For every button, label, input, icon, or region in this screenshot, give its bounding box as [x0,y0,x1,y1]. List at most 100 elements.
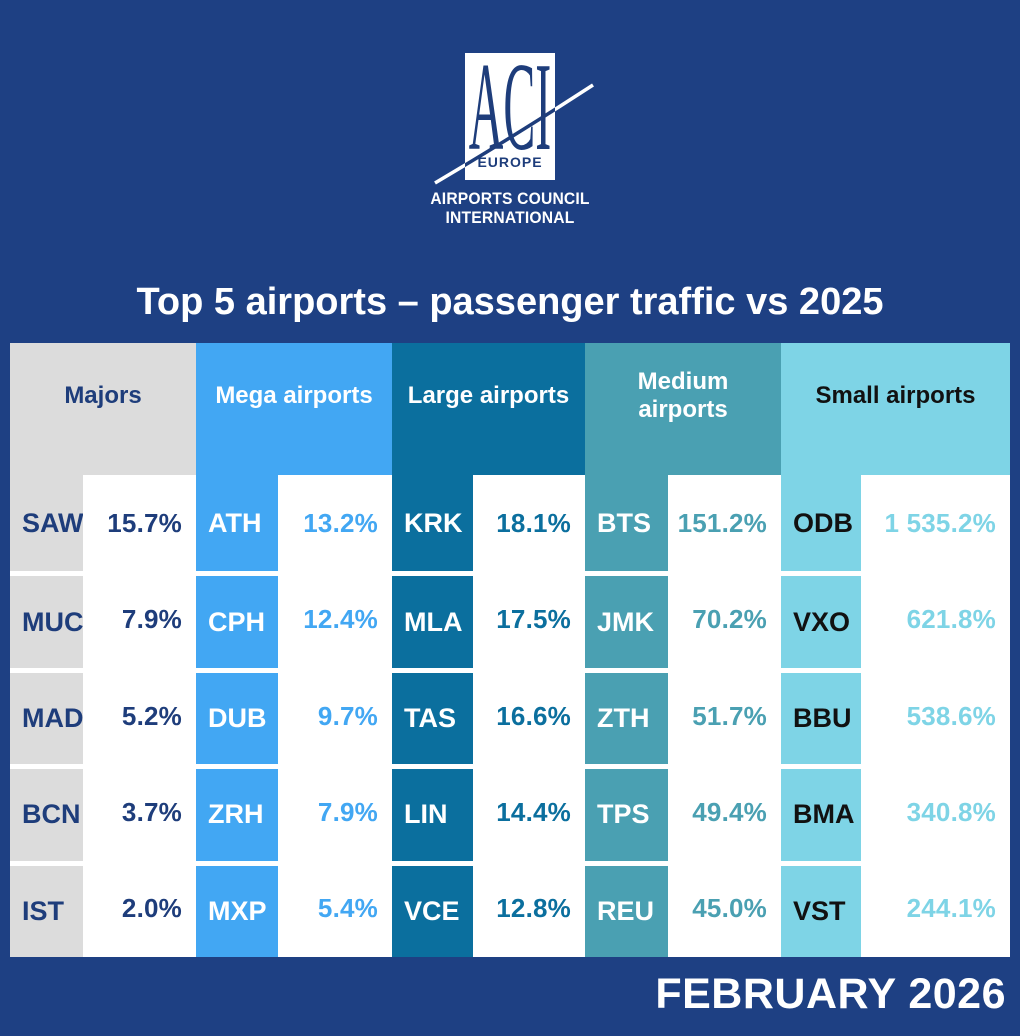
table-row: CPH 12.4% [196,571,392,668]
group-rows: ODB 1 535.2% VXO 621.8% BBU 538.6% BMA 340.8… [781,475,1010,958]
group-small-airports: Small airports ODB 1 535.2% VXO 621.8% BBU… [781,343,1010,958]
table-row: ZRH 7.9% [196,764,392,861]
table-row: IST 2.0% [10,860,196,958]
traffic-value: 151.2% [668,475,781,572]
traffic-value: 621.8% [861,571,1010,668]
group-majors: Majors SAW 15.7% MUC 7.9% MAD 5.2% BCN 3.7% … [10,343,196,958]
airport-code: JMK [585,571,669,668]
column-header-medium: Medium airports [585,343,781,475]
traffic-value: 5.2% [83,667,196,765]
traffic-value: 15.7% [83,475,196,572]
table-row: MLA 17.5% [392,571,585,668]
table-row: SAW 15.7% [10,475,196,572]
aci-europe-logo: ACI EUROPE AIRPORTS COUNCIL INTERNATIONA… [0,45,1020,227]
airport-code: CPH [196,571,279,668]
airport-code: KRK [392,475,474,572]
airport-code: MAD [10,667,84,765]
table-row: BBU 538.6% [781,667,1010,765]
traffic-value: 49.4% [668,764,781,861]
traffic-value: 13.2% [278,475,392,572]
traffic-value: 51.7% [668,667,781,765]
column-header-label: Majors [64,382,142,410]
airport-code: MLA [392,571,474,668]
table-row: TPS 49.4% [585,764,781,861]
traffic-value: 244.1% [861,860,1010,958]
airport-code: ATH [196,475,279,572]
aci-logo-icon: ACI EUROPE [434,45,594,185]
airport-code: MXP [196,860,279,958]
table-row: VXO 621.8% [781,571,1010,668]
airport-code: REU [585,860,669,958]
table-row: BMA 340.8% [781,764,1010,861]
table-row: ZTH 51.7% [585,667,781,765]
table-row: KRK 18.1% [392,475,585,572]
group-rows: BTS 151.2% JMK 70.2% ZTH 51.7% TPS 49.4% REU… [585,475,781,958]
airport-code: SAW [10,475,84,572]
group-rows: SAW 15.7% MUC 7.9% MAD 5.2% BCN 3.7% IST 2.0% [10,475,196,958]
table-row: ODB 1 535.2% [781,475,1010,572]
airport-code: DUB [196,667,279,765]
group-mega-airports: Mega airports ATH 13.2% CPH 12.4% DUB 9.7% … [196,343,392,958]
airport-code: TAS [392,667,474,765]
traffic-value: 2.0% [83,860,196,958]
airport-code: ZTH [585,667,669,765]
airport-code: ZRH [196,764,279,861]
group-rows: KRK 18.1% MLA 17.5% TAS 16.6% LIN 14.4% VCE 1… [392,475,585,958]
traffic-value: 17.5% [473,571,585,668]
column-header-label: Mega airports [215,382,373,410]
column-header-label: Large airports [407,382,570,410]
airport-code: BMA [781,764,862,861]
table-row: MXP 5.4% [196,860,392,958]
traffic-value: 70.2% [668,571,781,668]
traffic-value: 45.0% [668,860,781,958]
period-label: FEBRUARY 2026 [655,970,1006,1018]
traffic-value: 7.9% [278,764,392,861]
airport-code: LIN [392,764,474,861]
table-row: DUB 9.7% [196,667,392,765]
airport-code: IST [10,860,84,958]
table-row: REU 45.0% [585,860,781,958]
logo-org-name: AIRPORTS COUNCIL INTERNATIONAL [41,189,979,227]
traffic-value: 340.8% [861,764,1010,861]
airport-code: ODB [781,475,862,572]
logo-org-line2: INTERNATIONAL [445,208,575,228]
airport-code: BTS [585,475,669,572]
table-row: BTS 151.2% [585,475,781,572]
page-title: Top 5 airports – passenger traffic vs 20… [136,281,884,323]
group-rows: ATH 13.2% CPH 12.4% DUB 9.7% ZRH 7.9% MXP 5.4… [196,475,392,958]
group-medium-airports: Medium airports BTS 151.2% JMK 70.2% ZTH 51… [585,343,781,958]
traffic-value: 3.7% [83,764,196,861]
traffic-value: 1 535.2% [861,475,1010,572]
traffic-value: 538.6% [861,667,1010,765]
traffic-value: 16.6% [473,667,585,765]
traffic-value: 7.9% [83,571,196,668]
column-header-majors: Majors [10,343,196,475]
airport-code: BCN [10,764,84,861]
column-header-small: Small airports [781,343,1010,475]
airport-code: VST [781,860,862,958]
table-row: ATH 13.2% [196,475,392,572]
table-row: LIN 14.4% [392,764,585,861]
column-header-label: Small airports [815,382,976,410]
traffic-value: 18.1% [473,475,585,572]
table-row: JMK 70.2% [585,571,781,668]
traffic-value: 12.8% [473,860,585,958]
svg-text:EUROPE: EUROPE [477,154,542,170]
column-header-label: Medium airports [637,368,729,423]
table-row: MUC 7.9% [10,571,196,668]
traffic-value: 9.7% [278,667,392,765]
table-row: BCN 3.7% [10,764,196,861]
table-row: MAD 5.2% [10,667,196,765]
column-header-large: Large airports [392,343,585,475]
airport-code: VCE [392,860,474,958]
logo-org-line1: AIRPORTS COUNCIL [430,189,590,208]
table-row: VCE 12.8% [392,860,585,958]
airport-code: MUC [10,571,84,668]
traffic-value: 12.4% [278,571,392,668]
airport-code: BBU [781,667,862,765]
column-header-mega: Mega airports [196,343,392,475]
traffic-value: 14.4% [473,764,585,861]
group-large-airports: Large airports KRK 18.1% MLA 17.5% TAS 16.6… [392,343,585,958]
table-row: VST 244.1% [781,860,1010,958]
